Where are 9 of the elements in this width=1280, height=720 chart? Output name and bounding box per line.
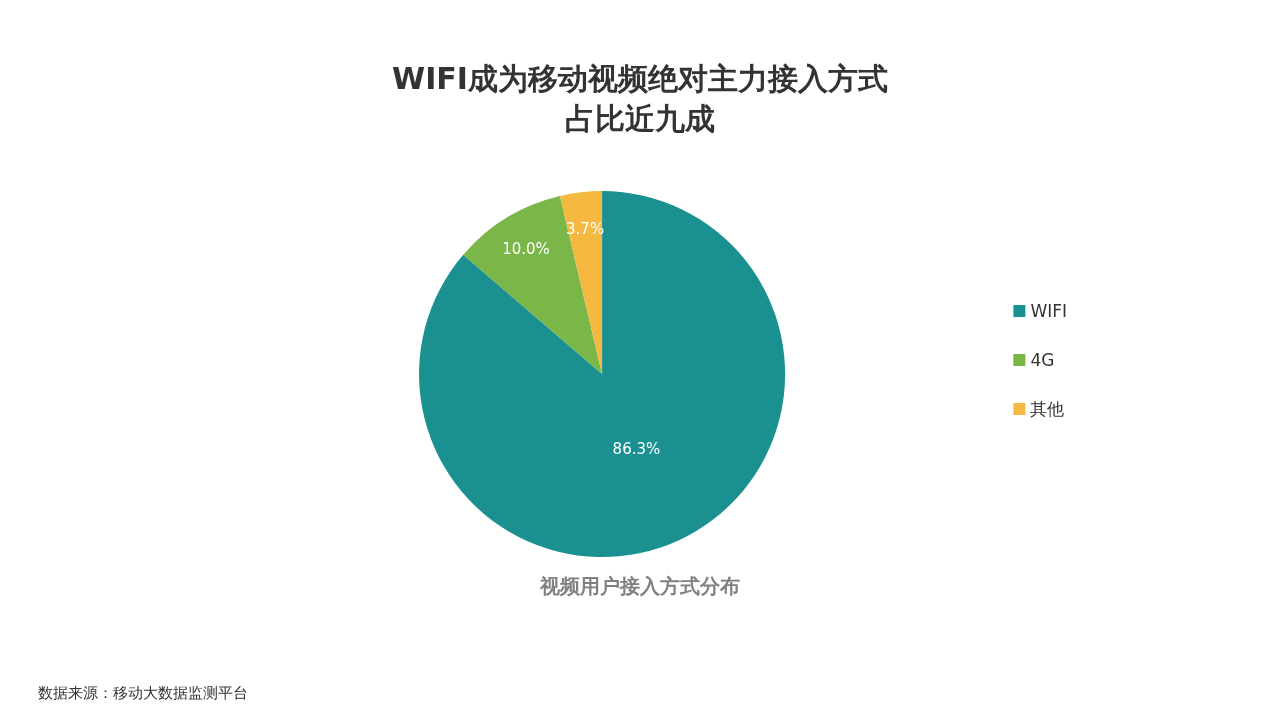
chart-title: WIFI成为移动视频绝对主力接入方式: [392, 60, 888, 96]
text: 视频用户接入方式分布: [539, 574, 740, 598]
data-label: 86.3%: [612, 439, 661, 458]
legend-label: 其他: [1030, 399, 1065, 419]
data-label: 10.0%: [502, 239, 550, 258]
source-note: 数据来源：移动大数据监测平台: [38, 683, 248, 702]
chart-subtitle: 占比近九成: [565, 100, 715, 136]
legend-label: 4G: [1030, 350, 1055, 370]
legend-label: WIFI: [1030, 301, 1068, 321]
